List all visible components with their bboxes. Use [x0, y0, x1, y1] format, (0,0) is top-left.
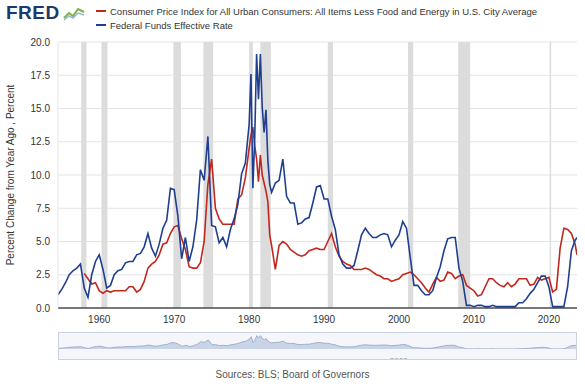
svg-text:1990: 1990 — [313, 314, 336, 325]
html-text:FRED: FRED — [6, 2, 60, 23]
svg-text:15.0: 15.0 — [31, 103, 51, 114]
svg-text:2000: 2000 — [388, 314, 411, 325]
svg-text:1980: 1980 — [238, 314, 261, 325]
svg-text:1970: 1970 — [163, 314, 186, 325]
svg-text:2.5: 2.5 — [36, 269, 50, 280]
svg-text:7.5: 7.5 — [36, 203, 50, 214]
svg-text:17.5: 17.5 — [31, 70, 51, 81]
svg-text:1960: 1960 — [88, 314, 111, 325]
svg-text:2010: 2010 — [463, 314, 486, 325]
svg-text:5.0: 5.0 — [36, 236, 50, 247]
html-text:Federal Funds Effective Rate: Federal Funds Effective Rate — [110, 19, 233, 31]
svg-text:0.0: 0.0 — [36, 303, 50, 314]
svg-text:2020: 2020 — [538, 314, 561, 325]
html-text:Consumer Price Index for All U: Consumer Price Index for All Urban Consu… — [110, 5, 537, 17]
svg-text:10.0: 10.0 — [31, 170, 51, 181]
html-text:Sources: BLS; Board of Governo: Sources: BLS; Board of Governors — [215, 369, 370, 380]
svg-text:2000: 2000 — [390, 356, 408, 359]
svg-text:20.0: 20.0 — [31, 37, 51, 48]
svg-text:Percent Change from Year Ago ,: Percent Change from Year Ago , Percent — [8, 84, 16, 265]
svg-text:12.5: 12.5 — [31, 136, 51, 147]
